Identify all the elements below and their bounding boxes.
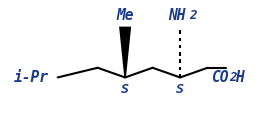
Text: Me: Me bbox=[116, 8, 134, 23]
Text: 2: 2 bbox=[189, 9, 197, 22]
Text: i-Pr: i-Pr bbox=[14, 70, 49, 85]
Polygon shape bbox=[119, 27, 131, 77]
Text: NH: NH bbox=[169, 8, 186, 23]
Text: CO: CO bbox=[211, 70, 229, 85]
Text: S: S bbox=[176, 83, 184, 96]
Text: S: S bbox=[121, 83, 129, 96]
Text: H: H bbox=[235, 70, 244, 85]
Text: 2: 2 bbox=[229, 71, 237, 84]
